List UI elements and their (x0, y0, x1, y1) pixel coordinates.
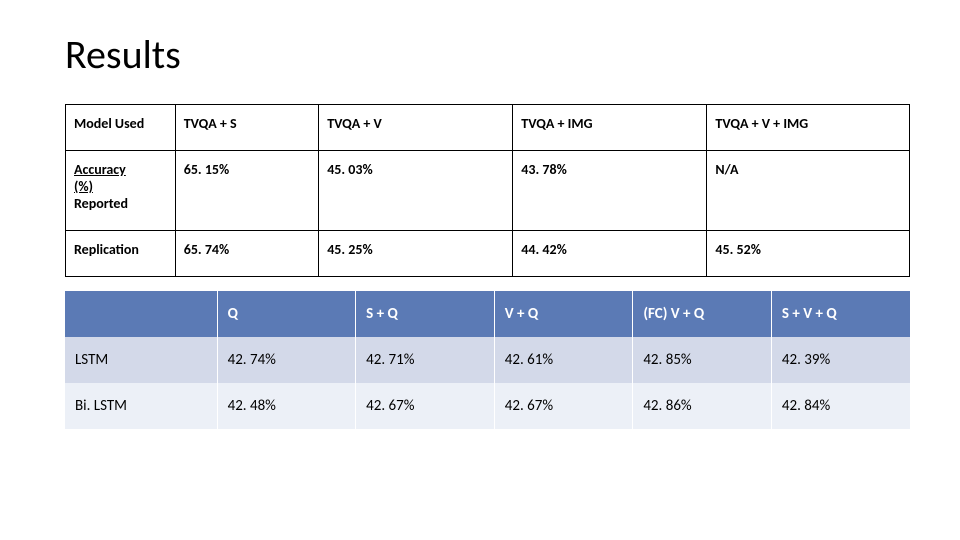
table2-cell: 42. 67% (356, 383, 495, 429)
table2-column-header: S + V + Q (771, 291, 910, 337)
table2-cell: 42. 61% (494, 337, 633, 383)
table1-row: Replication65. 74%45. 25%44. 42%45. 52% (66, 231, 910, 277)
table2-column-header: V + Q (494, 291, 633, 337)
table1-column-header: TVQA + IMG (513, 105, 707, 151)
table2-cell: 42. 85% (633, 337, 772, 383)
table1-cell: 45. 25% (319, 231, 513, 277)
table1-cell: 44. 42% (513, 231, 707, 277)
table2-cell: 42. 67% (494, 383, 633, 429)
page-title: Results (65, 30, 910, 79)
table1-column-header: Model Used (66, 105, 176, 151)
table1-row-label: Accuracy(%)Reported (66, 151, 176, 231)
table2-cell: 42. 74% (217, 337, 356, 383)
table2-cell: 42. 48% (217, 383, 356, 429)
table1-row-label: Replication (66, 231, 176, 277)
table2-row-label: Bi. LSTM (65, 383, 217, 429)
table2-row-label: LSTM (65, 337, 217, 383)
results-table-1: Model UsedTVQA + STVQA + VTVQA + IMGTVQA… (65, 104, 910, 277)
table2-column-header (65, 291, 217, 337)
table2-cell: 42. 86% (633, 383, 772, 429)
results-table-2: QS + QV + Q(FC) V + QS + V + Q LSTM42. 7… (65, 291, 910, 429)
table1-cell: 45. 03% (319, 151, 513, 231)
table2-column-header: S + Q (356, 291, 495, 337)
table2-row: LSTM42. 74%42. 71%42. 61%42. 85%42. 39% (65, 337, 910, 383)
table1-cell: N/A (707, 151, 910, 231)
table1-cell: 43. 78% (513, 151, 707, 231)
table1-cell: 65. 15% (175, 151, 318, 231)
table2-cell: 42. 84% (771, 383, 910, 429)
table2-column-header: (FC) V + Q (633, 291, 772, 337)
table1-column-header: TVQA + S (175, 105, 318, 151)
table2-row: Bi. LSTM42. 48%42. 67%42. 67%42. 86%42. … (65, 383, 910, 429)
table1-column-header: TVQA + V + IMG (707, 105, 910, 151)
table2-cell: 42. 39% (771, 337, 910, 383)
table1-cell: 45. 52% (707, 231, 910, 277)
table1-cell: 65. 74% (175, 231, 318, 277)
table2-column-header: Q (217, 291, 356, 337)
table1-column-header: TVQA + V (319, 105, 513, 151)
table1-row: Accuracy(%)Reported65. 15%45. 03%43. 78%… (66, 151, 910, 231)
table2-cell: 42. 71% (356, 337, 495, 383)
